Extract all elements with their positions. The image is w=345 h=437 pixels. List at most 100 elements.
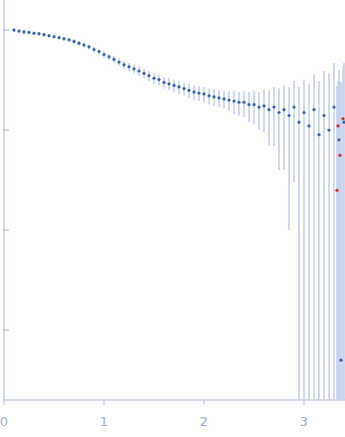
error-bar <box>13 28 15 32</box>
data-point <box>97 50 100 53</box>
data-point <box>27 31 30 34</box>
data-point <box>207 94 210 97</box>
data-point <box>302 111 305 114</box>
error-bar <box>303 80 305 400</box>
data-point <box>257 105 260 108</box>
error-bar <box>68 38 70 42</box>
error-bar <box>73 39 75 44</box>
data-point <box>117 60 120 63</box>
data-point <box>132 67 135 70</box>
data-point <box>127 65 130 68</box>
error-bar <box>188 84 190 98</box>
error-bar <box>148 71 150 81</box>
error-bar <box>333 63 335 400</box>
x-tick <box>4 400 5 405</box>
x-tick-label: 1 <box>100 414 108 429</box>
data-point <box>72 40 75 43</box>
data-point <box>327 129 330 132</box>
data-point <box>62 37 65 40</box>
data-point <box>32 32 35 35</box>
error-bar <box>253 91 255 124</box>
error-bar <box>218 90 220 107</box>
error-bar <box>173 80 175 92</box>
error-bar <box>108 54 110 60</box>
error-bar <box>268 90 270 145</box>
data-point <box>317 133 320 136</box>
error-bar <box>278 89 280 170</box>
data-point <box>182 87 185 90</box>
error-bar <box>193 85 195 100</box>
data-point <box>262 104 265 107</box>
y-axis <box>4 0 5 400</box>
error-bar <box>83 43 85 48</box>
data-point <box>292 105 295 108</box>
data-point <box>282 108 285 111</box>
error-bar <box>313 74 315 400</box>
data-point <box>22 30 25 33</box>
data-point <box>187 89 190 92</box>
error-bar <box>123 61 125 69</box>
data-point <box>322 114 325 117</box>
data-point <box>77 42 80 45</box>
data-point <box>197 91 200 94</box>
error-bar <box>78 41 80 46</box>
error-bar <box>23 30 25 35</box>
error-bar <box>58 36 60 40</box>
chart: 0123 <box>0 0 345 437</box>
error-bar <box>178 81 180 94</box>
error-bar <box>293 81 295 182</box>
data-point <box>307 124 310 127</box>
x-tick <box>204 400 205 405</box>
error-bar <box>28 31 30 35</box>
data-point <box>247 103 250 106</box>
error-bar <box>338 70 340 400</box>
y-tick <box>4 30 9 31</box>
error-bar <box>248 92 250 122</box>
data-point <box>335 189 338 192</box>
data-point <box>222 97 225 100</box>
data-point <box>202 92 205 95</box>
error-bar <box>238 92 240 115</box>
error-bar <box>43 33 45 37</box>
data-point <box>162 81 165 84</box>
error-bar <box>113 56 115 63</box>
x-tick <box>104 400 105 405</box>
data-point <box>217 96 220 99</box>
error-bar <box>343 63 345 400</box>
y-tick <box>4 230 9 231</box>
data-point <box>252 103 255 106</box>
data-point <box>227 98 230 101</box>
data-point <box>17 29 20 32</box>
data-point <box>192 90 195 93</box>
data-point <box>67 38 70 41</box>
data-point <box>172 84 175 87</box>
error-bar <box>243 91 245 117</box>
data-point <box>336 124 339 127</box>
error-bar <box>88 44 90 49</box>
error-bar <box>318 81 320 400</box>
data-point <box>37 32 40 35</box>
data-point <box>52 35 55 38</box>
data-point <box>237 101 240 104</box>
data-point <box>147 74 150 77</box>
error-bar <box>53 35 55 39</box>
data-point <box>312 108 315 111</box>
data-point <box>152 77 155 80</box>
data-point <box>157 78 160 81</box>
error-bar <box>198 86 200 101</box>
error-bar <box>339 82 341 400</box>
error-bar <box>213 89 215 105</box>
error-bar <box>283 85 285 170</box>
data-point <box>42 33 45 36</box>
data-point <box>92 48 95 51</box>
error-bar <box>98 49 100 55</box>
points <box>12 29 345 362</box>
error-bar <box>203 87 205 102</box>
error-bar <box>208 89 210 105</box>
x-axis <box>4 400 345 401</box>
error-bar <box>263 89 265 132</box>
error-bar <box>128 63 130 71</box>
error-bar <box>273 87 275 146</box>
data-point <box>47 34 50 37</box>
error-bar <box>288 87 290 230</box>
